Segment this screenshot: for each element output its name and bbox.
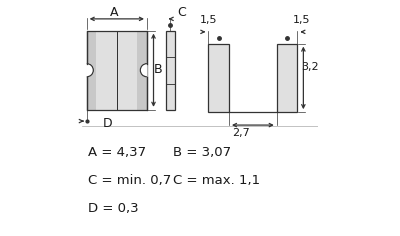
Text: A: A	[110, 6, 118, 20]
Text: 2,7: 2,7	[232, 128, 250, 138]
Text: D: D	[103, 117, 112, 131]
Bar	[87, 31, 147, 110]
Text: C = min. 0,7: C = min. 0,7	[88, 174, 171, 187]
Text: B: B	[154, 63, 163, 76]
Bar	[87, 31, 147, 110]
Wedge shape	[140, 63, 147, 77]
Text: 1,5: 1,5	[293, 15, 311, 25]
Text: C: C	[178, 6, 186, 20]
Wedge shape	[87, 64, 93, 77]
Bar	[208, 44, 229, 112]
Bar	[166, 31, 175, 110]
Text: B = 3,07: B = 3,07	[173, 146, 231, 159]
Text: 3,2: 3,2	[302, 62, 319, 72]
Text: A = 4,37: A = 4,37	[88, 146, 146, 159]
Bar	[87, 31, 96, 110]
Bar	[277, 44, 298, 112]
Text: 1,5: 1,5	[200, 15, 218, 25]
Text: C = max. 1,1: C = max. 1,1	[173, 174, 260, 187]
Bar	[137, 31, 147, 110]
Text: D = 0,3: D = 0,3	[88, 202, 138, 215]
